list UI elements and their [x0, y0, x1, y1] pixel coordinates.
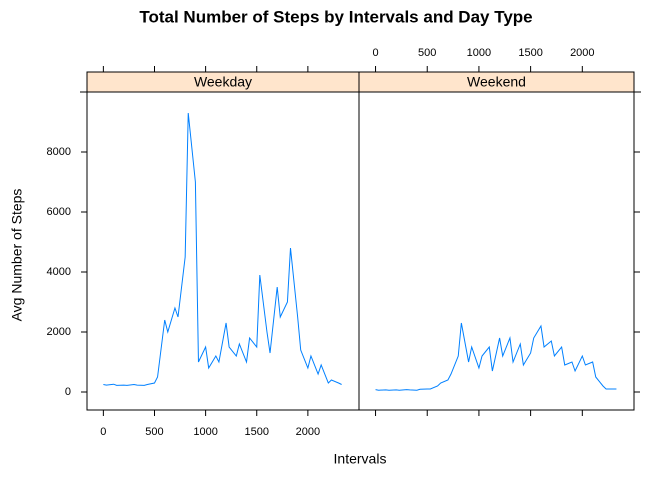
- x-axis-title: Intervals: [334, 451, 387, 467]
- x-tick-label: 2000: [296, 426, 320, 438]
- line: [375, 322, 617, 391]
- strip-label: Weekday: [194, 74, 252, 90]
- x-tick-label: 1500: [245, 426, 269, 438]
- chart-title: Total Number of Steps by Intervals and D…: [139, 7, 532, 26]
- x-tick-label: 1000: [193, 426, 217, 438]
- x-tick-label: 2000: [570, 47, 594, 59]
- x-tick-label: 500: [418, 47, 436, 59]
- y-tick-label: 0: [65, 386, 71, 398]
- y-tick-label: 6000: [47, 206, 71, 218]
- x-tick-label: 500: [145, 426, 163, 438]
- strip-label: Weekend: [467, 74, 526, 90]
- panel: [86, 91, 360, 411]
- y-tick-label: 4000: [47, 266, 71, 278]
- x-tick-label: 0: [100, 426, 106, 438]
- x-tick-label: 1500: [518, 47, 542, 59]
- x-tick-label: 0: [372, 47, 378, 59]
- y-tick-label: 8000: [47, 146, 71, 158]
- y-tick-label: 2000: [47, 326, 71, 338]
- line: [103, 112, 342, 386]
- y-axis-title: Avg Number of Steps: [9, 189, 25, 322]
- x-tick-label: 1000: [467, 47, 491, 59]
